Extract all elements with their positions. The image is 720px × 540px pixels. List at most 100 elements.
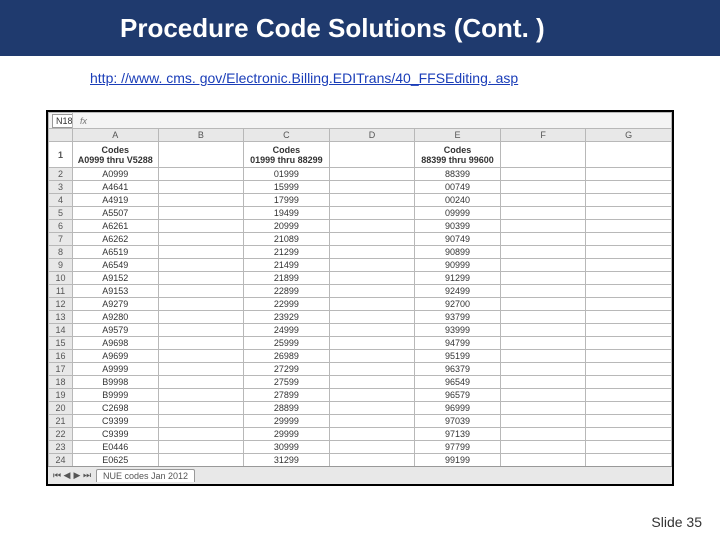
- cell[interactable]: [329, 246, 415, 259]
- cell[interactable]: [158, 207, 244, 220]
- cell[interactable]: 90749: [415, 233, 501, 246]
- cell[interactable]: 97039: [415, 415, 501, 428]
- cell[interactable]: [500, 324, 586, 337]
- cell[interactable]: A6262: [73, 233, 159, 246]
- cell[interactable]: C9399: [73, 428, 159, 441]
- cell[interactable]: 19499: [244, 207, 330, 220]
- cell[interactable]: [500, 454, 586, 467]
- cell[interactable]: [586, 285, 672, 298]
- cell[interactable]: 30999: [244, 441, 330, 454]
- cell[interactable]: [586, 168, 672, 181]
- cell[interactable]: A9999: [73, 363, 159, 376]
- tab-nav-prev-icon[interactable]: ◀: [62, 470, 72, 481]
- cell[interactable]: [329, 415, 415, 428]
- cell[interactable]: [500, 376, 586, 389]
- row-header[interactable]: 12: [49, 298, 73, 311]
- cell[interactable]: [329, 324, 415, 337]
- tab-nav-first-icon[interactable]: ⏮: [52, 470, 62, 481]
- cell[interactable]: 29999: [244, 428, 330, 441]
- cell[interactable]: [158, 441, 244, 454]
- col-header-F[interactable]: F: [500, 129, 586, 142]
- cell[interactable]: [586, 376, 672, 389]
- cell[interactable]: 17999: [244, 194, 330, 207]
- cell[interactable]: [158, 285, 244, 298]
- cell[interactable]: 31299: [244, 454, 330, 467]
- cell[interactable]: 91299: [415, 272, 501, 285]
- cell[interactable]: 97139: [415, 428, 501, 441]
- cell[interactable]: [500, 298, 586, 311]
- cell[interactable]: 00749: [415, 181, 501, 194]
- cell[interactable]: 20999: [244, 220, 330, 233]
- cell[interactable]: 27899: [244, 389, 330, 402]
- cell[interactable]: [329, 454, 415, 467]
- cell[interactable]: A4919: [73, 194, 159, 207]
- cell[interactable]: [329, 181, 415, 194]
- cell[interactable]: [500, 194, 586, 207]
- cell[interactable]: [500, 246, 586, 259]
- col-header-D[interactable]: D: [329, 129, 415, 142]
- cell[interactable]: 96999: [415, 402, 501, 415]
- cell[interactable]: 88399: [415, 168, 501, 181]
- row-header[interactable]: 6: [49, 220, 73, 233]
- cell[interactable]: [158, 363, 244, 376]
- cell[interactable]: [586, 233, 672, 246]
- cell[interactable]: [158, 311, 244, 324]
- row-header[interactable]: 16: [49, 350, 73, 363]
- cell[interactable]: B9999: [73, 389, 159, 402]
- cell[interactable]: [586, 402, 672, 415]
- cell[interactable]: [586, 350, 672, 363]
- row-header[interactable]: 18: [49, 376, 73, 389]
- row-header[interactable]: 5: [49, 207, 73, 220]
- cell[interactable]: 15999: [244, 181, 330, 194]
- col-header-B[interactable]: B: [158, 129, 244, 142]
- cell[interactable]: [500, 285, 586, 298]
- cell[interactable]: [158, 389, 244, 402]
- cell[interactable]: [158, 233, 244, 246]
- cell[interactable]: [158, 350, 244, 363]
- cell[interactable]: [158, 337, 244, 350]
- row-header[interactable]: 9: [49, 259, 73, 272]
- row-header[interactable]: 21: [49, 415, 73, 428]
- row-header[interactable]: 23: [49, 441, 73, 454]
- row-header[interactable]: 2: [49, 168, 73, 181]
- cell[interactable]: [500, 181, 586, 194]
- cell[interactable]: 22999: [244, 298, 330, 311]
- cell[interactable]: 21089: [244, 233, 330, 246]
- cell[interactable]: [329, 311, 415, 324]
- cell[interactable]: [586, 220, 672, 233]
- cell[interactable]: [329, 363, 415, 376]
- cell[interactable]: [158, 142, 244, 168]
- row-header[interactable]: 17: [49, 363, 73, 376]
- cell[interactable]: [500, 168, 586, 181]
- cell[interactable]: [329, 441, 415, 454]
- header-cell-E[interactable]: Codes88399 thru 99600: [415, 142, 501, 168]
- cell[interactable]: [329, 402, 415, 415]
- cell[interactable]: [158, 181, 244, 194]
- sheet-tab[interactable]: NUE codes Jan 2012: [96, 469, 195, 482]
- cell[interactable]: [158, 376, 244, 389]
- cell[interactable]: [158, 246, 244, 259]
- cell[interactable]: 21899: [244, 272, 330, 285]
- cell[interactable]: [586, 337, 672, 350]
- header-cell-C[interactable]: Codes01999 thru 88299: [244, 142, 330, 168]
- cell[interactable]: [586, 194, 672, 207]
- cell[interactable]: [329, 233, 415, 246]
- cell[interactable]: A6519: [73, 246, 159, 259]
- cell[interactable]: B9998: [73, 376, 159, 389]
- row-header[interactable]: 8: [49, 246, 73, 259]
- cell[interactable]: A4641: [73, 181, 159, 194]
- cell[interactable]: [500, 259, 586, 272]
- cell[interactable]: [586, 246, 672, 259]
- cell[interactable]: [158, 220, 244, 233]
- cell[interactable]: [500, 428, 586, 441]
- row-header[interactable]: 3: [49, 181, 73, 194]
- cell[interactable]: [586, 142, 672, 168]
- row-header[interactable]: 19: [49, 389, 73, 402]
- cell[interactable]: 29999: [244, 415, 330, 428]
- cell[interactable]: 27299: [244, 363, 330, 376]
- cell[interactable]: C2698: [73, 402, 159, 415]
- source-url-link[interactable]: http: //www. cms. gov/Electronic.Billing…: [90, 70, 518, 86]
- cell[interactable]: 00240: [415, 194, 501, 207]
- col-header-A[interactable]: A: [73, 129, 159, 142]
- row-header-1[interactable]: 1: [49, 142, 73, 168]
